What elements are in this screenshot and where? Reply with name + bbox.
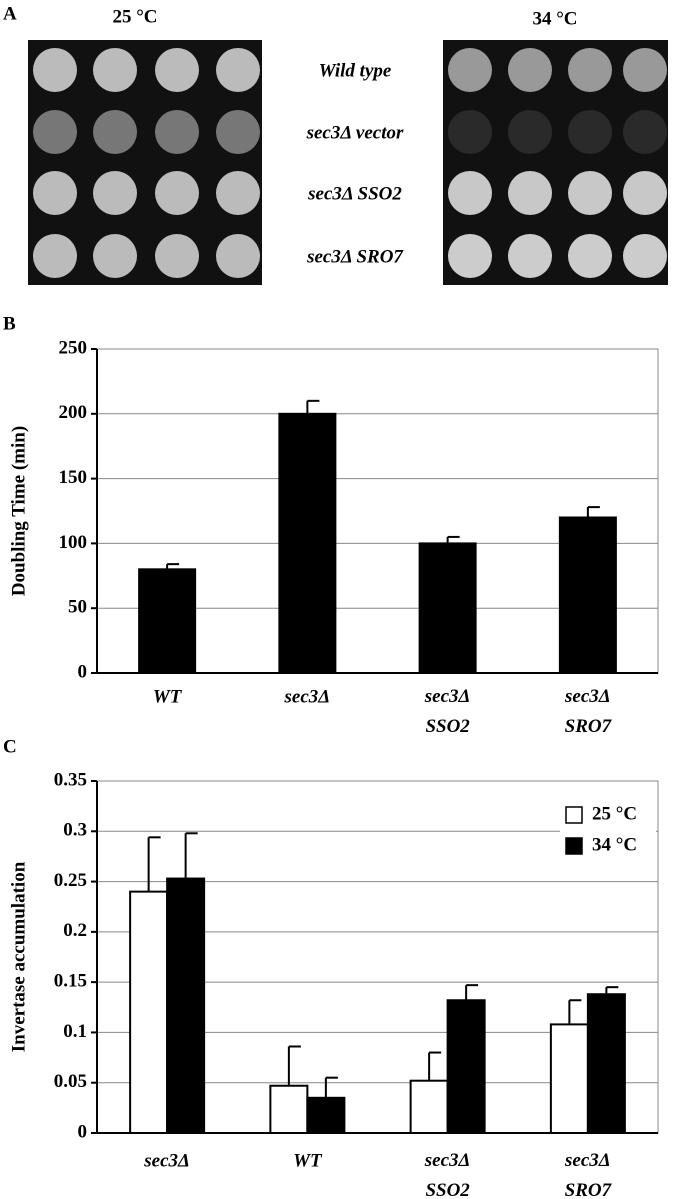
bar (549, 1023, 589, 1134)
colony (623, 171, 667, 215)
colony (568, 171, 612, 215)
strain-label: sec3Δ vector (306, 122, 404, 143)
bar (409, 1079, 449, 1135)
legend-label: 34 °C (592, 834, 637, 855)
x-tick-label: sec3Δ SRO7 (564, 1150, 613, 1199)
bar (586, 993, 626, 1134)
x-tick-label: sec3Δ SSO2 (424, 686, 471, 737)
colony (623, 234, 667, 278)
colony (93, 234, 137, 278)
bar (129, 890, 169, 1135)
bar (306, 1096, 346, 1135)
bar (166, 877, 206, 1134)
y-tick-label: 0 (78, 1121, 88, 1142)
bar (558, 516, 617, 674)
y-tick-label: 0.35 (54, 769, 87, 790)
bar (418, 542, 477, 675)
colony (33, 234, 77, 278)
y-axis-label: Invertase accumulation (8, 861, 29, 1052)
colony (216, 48, 260, 92)
colony (155, 110, 199, 154)
legend-label: 25 °C (592, 803, 637, 824)
y-tick-label: 0.3 (63, 820, 87, 841)
colony (448, 234, 492, 278)
colony (568, 110, 612, 154)
plate-temperature: 34 °C (532, 8, 577, 29)
x-tick-label: sec3Δ (143, 1150, 190, 1171)
y-tick-label: 0.25 (54, 870, 87, 891)
colony (33, 48, 77, 92)
colony (93, 110, 137, 154)
colony (448, 171, 492, 215)
x-tick-label: WT (153, 686, 183, 707)
colony (623, 110, 667, 154)
x-tick-label: sec3Δ SSO2 (424, 1150, 471, 1199)
colony (155, 171, 199, 215)
panel-label: A (3, 3, 17, 24)
x-tick-label: sec3Δ (284, 686, 331, 707)
x-tick-label: WT (293, 1150, 323, 1171)
colony (508, 234, 552, 278)
bar (278, 412, 337, 674)
bar (138, 568, 197, 675)
colony (508, 48, 552, 92)
panel-label: B (3, 313, 16, 334)
legend-swatch (565, 837, 583, 855)
colony (568, 234, 612, 278)
plate-temperature: 25 °C (112, 6, 157, 27)
strain-label: sec3Δ SSO2 (307, 183, 402, 204)
y-tick-label: 0.2 (63, 920, 87, 941)
bar (446, 999, 486, 1135)
x-tick-label: sec3Δ SRO7 (564, 686, 613, 737)
colony (33, 171, 77, 215)
y-tick-label: 100 (59, 532, 88, 553)
colony (448, 48, 492, 92)
y-axis-label: Doubling Time (min) (8, 426, 29, 596)
colony (508, 110, 552, 154)
colony (216, 110, 260, 154)
colony (155, 48, 199, 92)
colony (216, 171, 260, 215)
y-tick-label: 0.1 (63, 1021, 87, 1042)
legend-swatch (565, 806, 583, 824)
strain-label: Wild type (319, 60, 392, 81)
colony (508, 171, 552, 215)
colony (93, 171, 137, 215)
colony (216, 234, 260, 278)
y-tick-label: 50 (68, 597, 87, 618)
y-tick-label: 250 (59, 337, 88, 358)
y-tick-label: 0.05 (54, 1071, 87, 1092)
colony (155, 234, 199, 278)
strain-label: sec3Δ SRO7 (306, 246, 404, 267)
colony (93, 48, 137, 92)
panel-label: C (3, 736, 17, 757)
colony (623, 48, 667, 92)
colony (33, 110, 77, 154)
colony (448, 110, 492, 154)
y-tick-label: 0.15 (54, 971, 87, 992)
colony (568, 48, 612, 92)
y-tick-label: 150 (59, 467, 88, 488)
y-tick-label: 0 (78, 661, 88, 682)
y-tick-label: 200 (59, 402, 88, 423)
bar (269, 1084, 309, 1135)
